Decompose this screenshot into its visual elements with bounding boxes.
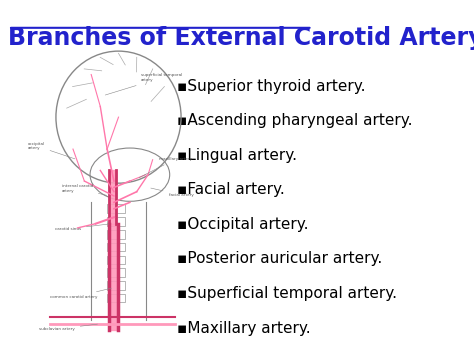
Bar bbox=[107, 217, 125, 226]
Text: maxillary artery: maxillary artery bbox=[139, 157, 192, 178]
Text: ▪Facial artery.: ▪Facial artery. bbox=[177, 182, 285, 197]
Text: Branches of External Carotid Artery :: Branches of External Carotid Artery : bbox=[8, 26, 474, 50]
Text: ▪Superficial temporal artery.: ▪Superficial temporal artery. bbox=[177, 286, 397, 301]
Text: common carotid artery: common carotid artery bbox=[50, 288, 111, 299]
Text: ▪Superior thyroid artery.: ▪Superior thyroid artery. bbox=[177, 79, 366, 94]
Text: ▪Occipital artery.: ▪Occipital artery. bbox=[177, 217, 309, 232]
Text: ▪Lingual artery.: ▪Lingual artery. bbox=[177, 148, 297, 163]
Text: ▪Ascending pharyngeal artery.: ▪Ascending pharyngeal artery. bbox=[177, 113, 413, 129]
Text: carotid sinus: carotid sinus bbox=[55, 224, 109, 231]
Text: occipital
artery: occipital artery bbox=[27, 142, 75, 159]
Bar bbox=[107, 268, 125, 277]
Bar bbox=[107, 243, 125, 251]
Bar bbox=[107, 256, 125, 264]
Text: ▪Maxillary artery.: ▪Maxillary artery. bbox=[177, 321, 311, 335]
Bar bbox=[107, 204, 125, 213]
Bar bbox=[107, 281, 125, 290]
Bar bbox=[107, 294, 125, 302]
Text: facial artery: facial artery bbox=[151, 188, 193, 197]
Bar bbox=[107, 230, 125, 239]
Text: ▪Posterior auricular artery.: ▪Posterior auricular artery. bbox=[177, 251, 383, 267]
Text: superficial temporal
artery: superficial temporal artery bbox=[105, 73, 182, 95]
Text: internal carotid
artery: internal carotid artery bbox=[62, 184, 107, 195]
Text: subclavian artery: subclavian artery bbox=[39, 324, 98, 331]
